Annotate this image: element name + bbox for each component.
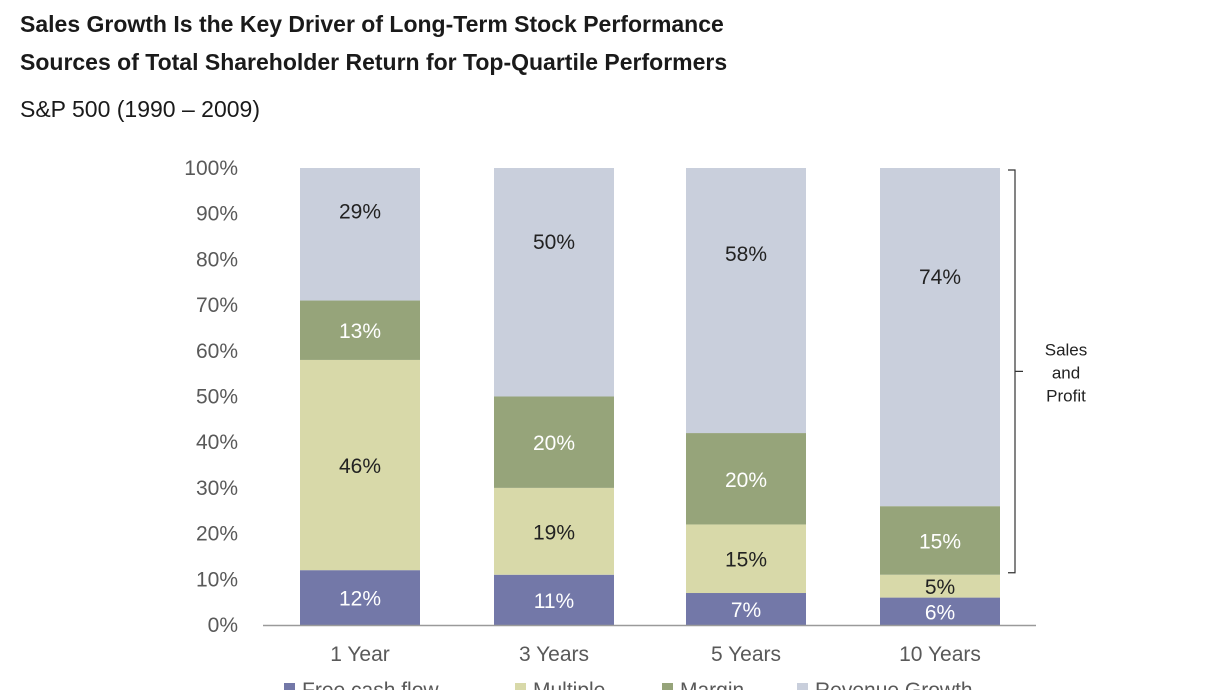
legend-label: Revenue Growth <box>815 679 973 690</box>
data-label: 46% <box>339 455 381 478</box>
y-tick-label: 50% <box>196 386 238 409</box>
category-label: 5 Years <box>711 643 781 666</box>
legend-label: Margin <box>680 679 744 690</box>
bar-segment <box>686 433 806 525</box>
y-tick-label: 80% <box>196 248 238 271</box>
bar-segment <box>300 570 420 625</box>
data-label: 29% <box>339 200 381 223</box>
chart-title: Sales Growth Is the Key Driver of Long-T… <box>20 11 724 37</box>
legend-swatch <box>515 683 526 690</box>
bar-segment <box>494 168 614 397</box>
y-tick-label: 90% <box>196 203 238 226</box>
bar-segment <box>880 597 1000 625</box>
data-label: 19% <box>533 521 575 544</box>
y-tick-label: 70% <box>196 294 238 317</box>
bar-segment <box>300 300 420 360</box>
bar-segment <box>300 359 420 571</box>
bar-segment <box>880 168 1000 507</box>
bracket-label: Profit <box>1046 386 1086 405</box>
sales-profit-bracket <box>1008 169 1023 574</box>
bar-segment <box>686 524 806 594</box>
chart-subtitle: Sources of Total Shareholder Return for … <box>20 49 728 75</box>
bar-segment <box>686 593 806 625</box>
legend-swatch <box>797 683 808 690</box>
legend-swatch <box>662 683 673 690</box>
category-label: 3 Years <box>519 643 589 666</box>
y-tick-label: 100% <box>184 157 238 180</box>
legend-label: Free cash flow <box>302 679 439 690</box>
y-tick-label: 60% <box>196 340 238 363</box>
data-label: 74% <box>919 266 961 289</box>
chart-period: S&P 500 (1990 – 2009) <box>20 96 260 122</box>
bracket-label: and <box>1052 363 1080 382</box>
data-label: 6% <box>925 601 955 624</box>
y-tick-label: 10% <box>196 568 238 591</box>
data-label: 20% <box>725 469 767 492</box>
data-label: 12% <box>339 588 381 611</box>
data-label: 13% <box>339 320 381 343</box>
bar-segment <box>880 574 1000 598</box>
y-tick-label: 30% <box>196 477 238 500</box>
bar-segment <box>494 396 614 488</box>
y-tick-label: 20% <box>196 523 238 546</box>
data-label: 15% <box>725 549 767 572</box>
data-label: 5% <box>925 576 955 599</box>
category-label: 1 Year <box>330 643 390 666</box>
category-label: 10 Years <box>899 643 981 666</box>
legend-swatch <box>284 683 295 690</box>
y-tick-label: 0% <box>208 614 238 637</box>
data-label: 50% <box>533 231 575 254</box>
bar-segment <box>300 168 420 301</box>
data-label: 11% <box>534 590 574 613</box>
data-label: 15% <box>919 530 961 553</box>
data-label: 20% <box>533 432 575 455</box>
bar-segment <box>494 487 614 575</box>
data-label: 58% <box>725 243 767 266</box>
bar-segment <box>880 506 1000 575</box>
bar-segment <box>494 574 614 625</box>
bar-segment <box>686 168 806 434</box>
legend-label: Multiple <box>533 679 605 690</box>
bracket-label: Sales <box>1045 340 1088 359</box>
data-label: 7% <box>731 599 761 622</box>
y-tick-label: 40% <box>196 431 238 454</box>
